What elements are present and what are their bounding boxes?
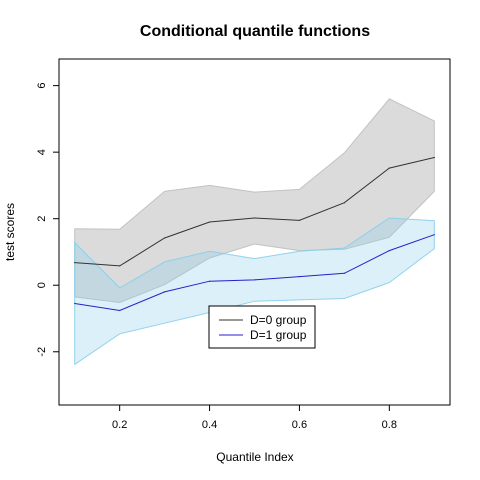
plot-frame	[58, 58, 451, 406]
x-axis: 0.2 0.4 0.6 0.8	[112, 405, 397, 431]
legend-label-d1: D=1 group	[250, 328, 307, 342]
point-series-0-1	[119, 265, 121, 267]
point-series-0-4	[253, 217, 256, 219]
x-tick-label: 0.4	[202, 419, 217, 431]
x-tick-label: 0.2	[112, 419, 127, 431]
legend-box	[208, 305, 316, 349]
point-series-1-6	[343, 272, 345, 274]
y-tick-label: 6	[36, 83, 48, 89]
point-series-1-2	[164, 291, 166, 293]
point-series-0-7	[388, 167, 390, 169]
point-series-0-6	[343, 202, 345, 204]
point-series-0-8	[433, 156, 435, 159]
y-tick-label: 4	[36, 149, 48, 155]
x-axis-label: Quantile Index	[216, 450, 293, 464]
point-series-1-8	[433, 234, 435, 236]
y-axis-label: test scores	[3, 203, 17, 261]
point-series-0-3	[209, 221, 211, 223]
point-series-1-0	[74, 302, 76, 305]
y-tick-label: 0	[36, 282, 48, 288]
x-tick-label: 0.8	[382, 419, 397, 431]
legend-label-d0: D=0 group	[250, 313, 307, 327]
chart-title: Conditional quantile functions	[140, 23, 370, 40]
point-series-1-7	[388, 250, 390, 252]
series-lines	[74, 156, 435, 312]
point-series-0-2	[164, 237, 166, 239]
point-series-1-3	[209, 280, 211, 282]
band-series-1	[74, 217, 435, 366]
confidence-bands	[74, 98, 435, 366]
point-series-0-0	[74, 262, 76, 264]
band-series-0	[74, 98, 435, 304]
legend: D=0 group D=1 group	[208, 305, 316, 349]
x-tick-label: 0.6	[292, 419, 307, 431]
point-series-1-1	[119, 309, 121, 312]
y-tick-label: 2	[36, 216, 48, 222]
point-series-0-5	[298, 219, 300, 221]
point-series-1-4	[253, 279, 256, 281]
y-axis: -2 0 2 4 6	[36, 83, 59, 357]
point-series-1-5	[298, 276, 300, 278]
y-tick-label: -2	[36, 347, 48, 357]
